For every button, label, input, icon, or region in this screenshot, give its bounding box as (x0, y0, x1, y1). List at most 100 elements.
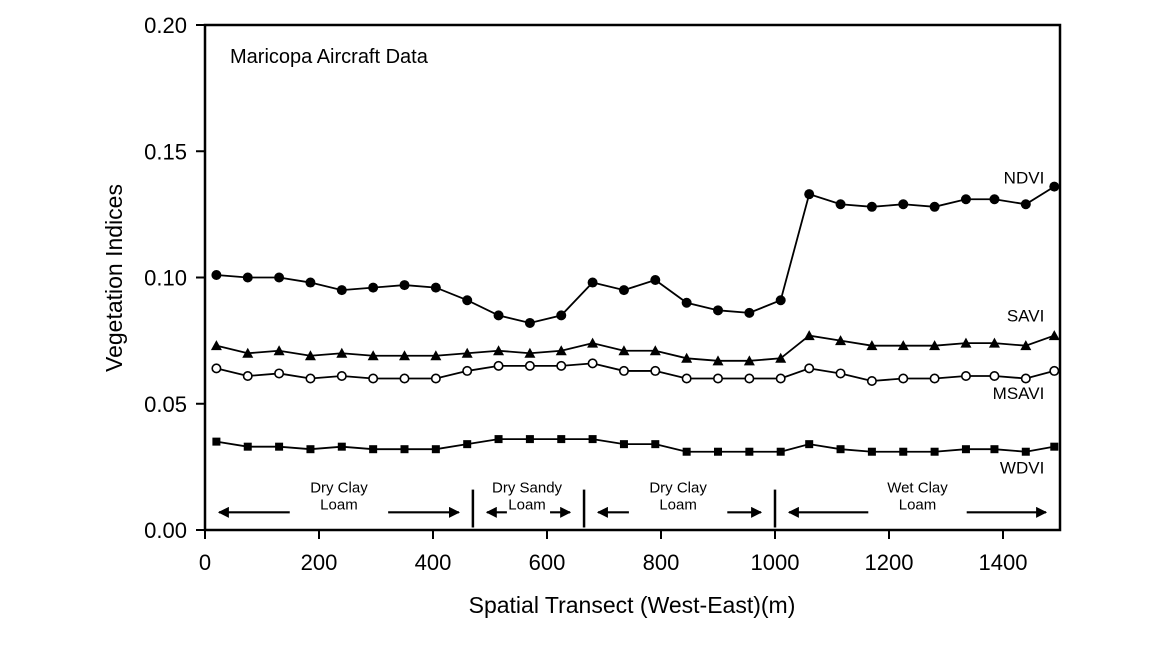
series-labels: NDVI SAVI MSAVI WDVI (993, 169, 1045, 478)
data-point (712, 373, 723, 384)
data-point (557, 435, 566, 444)
data-point (650, 275, 661, 286)
x-tick-label: 800 (643, 550, 680, 575)
data-point (805, 440, 814, 449)
data-point (1020, 373, 1031, 384)
data-point (431, 445, 440, 454)
data-point (1050, 442, 1059, 451)
data-point (960, 337, 972, 348)
data-point (930, 447, 939, 456)
data-point (399, 280, 410, 291)
data-point (649, 345, 661, 356)
data-point (804, 363, 815, 374)
data-point (899, 447, 908, 456)
data-point (866, 340, 878, 351)
x-axis-title: Spatial Transect (West-East)(m) (469, 592, 796, 618)
series-msavi (211, 358, 1060, 387)
data-point (587, 337, 599, 348)
data-point (211, 269, 222, 280)
data-point (524, 347, 536, 358)
data-point (368, 373, 379, 384)
data-point (960, 194, 971, 205)
data-point (461, 347, 473, 358)
data-point (989, 370, 1000, 381)
data-point (587, 358, 598, 369)
series-label-msavi: MSAVI (993, 384, 1045, 403)
chart-title: Maricopa Aircraft Data (230, 46, 429, 68)
data-point (1049, 181, 1060, 192)
series-line (216, 362, 1055, 382)
data-point (1020, 199, 1031, 210)
x-tick-label: 0 (199, 550, 211, 575)
data-point (494, 435, 503, 444)
data-point (430, 350, 442, 361)
data-point (776, 447, 785, 456)
data-point (243, 442, 252, 451)
data-point (897, 340, 909, 351)
data-point (744, 373, 755, 384)
y-tick-label: 0.00 (144, 518, 187, 543)
x-tick-label: 1400 (979, 550, 1028, 575)
x-axis: 0 200 400 600 800 1000 1200 1400 (199, 530, 1028, 575)
region-label-line1: Wet Clay (887, 479, 948, 496)
data-point (430, 282, 441, 293)
data-point (836, 445, 845, 454)
series-line (216, 334, 1055, 362)
data-point (304, 350, 316, 361)
data-point (960, 370, 971, 381)
data-point (274, 368, 285, 379)
data-point (929, 340, 941, 351)
data-point (803, 330, 815, 341)
data-point (336, 370, 347, 381)
data-point (430, 373, 441, 384)
data-point (367, 350, 379, 361)
data-point (1021, 447, 1030, 456)
y-axis-title: Vegetation Indices (101, 184, 127, 372)
data-point (650, 365, 661, 376)
data-point (1048, 330, 1060, 341)
data-point (835, 199, 846, 210)
series-line (216, 185, 1055, 324)
data-point (212, 437, 221, 446)
data-point (618, 365, 629, 376)
data-point (618, 345, 630, 356)
data-point (273, 345, 285, 356)
data-point (588, 435, 597, 444)
data-point (524, 317, 535, 328)
data-point (898, 373, 909, 384)
data-point (988, 337, 1000, 348)
data-point (1020, 340, 1032, 351)
data-point (556, 360, 567, 371)
y-tick-label: 0.20 (144, 13, 187, 38)
data-point (275, 442, 284, 451)
y-tick-label: 0.05 (144, 392, 187, 417)
data-point (651, 440, 660, 449)
x-tick-label: 200 (301, 550, 338, 575)
series-label-ndvi: NDVI (1004, 169, 1045, 188)
data-point (525, 435, 534, 444)
data-point (713, 305, 723, 316)
data-point (462, 295, 473, 306)
y-axis: 0.00 0.05 0.10 0.15 0.20 (144, 13, 205, 543)
region-label-line1: Dry Sandy (492, 479, 563, 496)
series-label-wdvi: WDVI (1000, 459, 1044, 478)
data-point (681, 297, 692, 308)
data-point (305, 277, 316, 288)
data-point (681, 352, 693, 363)
data-point (337, 442, 346, 451)
data-point (242, 272, 253, 283)
data-point (493, 345, 505, 356)
data-point (898, 199, 909, 210)
data-point (493, 360, 504, 371)
data-point (400, 445, 409, 454)
data-point (714, 447, 722, 456)
data-point (336, 285, 347, 296)
data-point (835, 335, 847, 346)
region-label-line2: Loam (899, 496, 937, 513)
data-point (462, 365, 473, 376)
data-point (399, 350, 410, 361)
data-point (242, 347, 254, 358)
region-label-line2: Loam (508, 496, 546, 513)
y-tick-label: 0.15 (144, 139, 187, 164)
